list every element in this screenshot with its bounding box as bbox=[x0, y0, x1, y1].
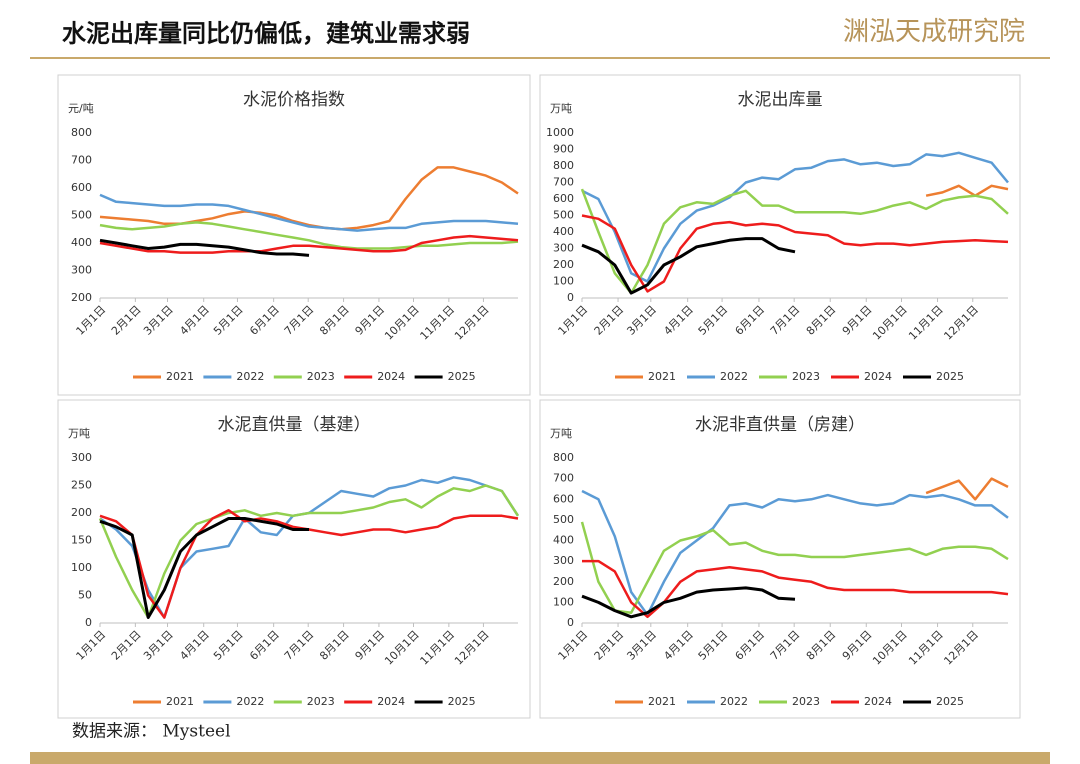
chart-title: 水泥价格指数 bbox=[243, 90, 345, 110]
chart-title: 水泥非直供量（房建） bbox=[695, 415, 865, 435]
legend-label: 2022 bbox=[236, 695, 264, 708]
y-tick-label: 400 bbox=[553, 534, 574, 547]
y-axis-label: 万吨 bbox=[68, 427, 90, 440]
series-line bbox=[99, 221, 519, 250]
legend-label: 2022 bbox=[236, 370, 264, 383]
chart-title: 水泥出库量 bbox=[738, 90, 823, 110]
series-line bbox=[99, 238, 310, 257]
series-line bbox=[98, 484, 520, 619]
y-tick-label: 150 bbox=[71, 534, 92, 547]
legend-label: 2024 bbox=[377, 370, 405, 383]
logo: 渊泓天成研究院 bbox=[843, 17, 1025, 47]
y-tick-label: 300 bbox=[553, 242, 574, 255]
series-line bbox=[925, 184, 1009, 197]
legend-label: 2025 bbox=[936, 370, 964, 383]
panel bbox=[57, 74, 531, 396]
legend-label: 2024 bbox=[864, 370, 892, 383]
series-line bbox=[581, 151, 1009, 283]
y-tick-label: 0 bbox=[567, 291, 574, 304]
y-axis-label: 万吨 bbox=[550, 427, 572, 440]
series-line bbox=[99, 517, 309, 619]
panel bbox=[57, 399, 531, 719]
legend-label: 2021 bbox=[166, 370, 194, 383]
legend-label: 2022 bbox=[720, 695, 748, 708]
panel bbox=[539, 399, 1021, 719]
legend-label: 2025 bbox=[448, 695, 476, 708]
legend-label: 2025 bbox=[936, 695, 964, 708]
series-line bbox=[581, 489, 1009, 617]
y-tick-label: 400 bbox=[553, 225, 574, 238]
legend-label: 2023 bbox=[307, 695, 335, 708]
y-tick-label: 800 bbox=[71, 126, 92, 139]
y-tick-label: 200 bbox=[71, 291, 92, 304]
header-rule bbox=[30, 57, 1050, 59]
legend-label: 2021 bbox=[648, 695, 676, 708]
legend-label: 2024 bbox=[864, 695, 892, 708]
series-line bbox=[581, 237, 796, 295]
series-line bbox=[581, 214, 1009, 293]
y-tick-label: 100 bbox=[553, 275, 574, 288]
y-tick-label: 0 bbox=[85, 616, 92, 629]
y-tick-label: 800 bbox=[553, 159, 574, 172]
y-tick-label: 500 bbox=[553, 513, 574, 526]
y-tick-label: 800 bbox=[553, 451, 574, 464]
y-tick-label: 50 bbox=[78, 589, 92, 602]
page-title: 水泥出库量同比仍偏低，建筑业需求弱 bbox=[62, 19, 470, 48]
y-tick-label: 250 bbox=[71, 479, 92, 492]
y-tick-label: 900 bbox=[553, 143, 574, 156]
y-tick-label: 200 bbox=[553, 575, 574, 588]
y-tick-label: 500 bbox=[553, 209, 574, 222]
y-tick-label: 100 bbox=[553, 595, 574, 608]
y-tick-label: 200 bbox=[553, 258, 574, 271]
y-tick-label: 600 bbox=[553, 492, 574, 505]
series-line bbox=[99, 234, 519, 254]
series-line bbox=[925, 477, 1009, 501]
y-tick-label: 300 bbox=[71, 264, 92, 277]
series-line bbox=[580, 521, 1009, 614]
footer-bar bbox=[30, 752, 1050, 764]
legend-label: 2023 bbox=[792, 695, 820, 708]
y-tick-label: 0 bbox=[567, 616, 574, 629]
y-tick-label: 600 bbox=[553, 192, 574, 205]
series-line bbox=[580, 188, 1009, 295]
series-line bbox=[581, 586, 796, 619]
y-tick-label: 100 bbox=[71, 561, 92, 574]
legend-label: 2021 bbox=[648, 370, 676, 383]
legend-label: 2021 bbox=[166, 695, 194, 708]
y-tick-label: 500 bbox=[71, 209, 92, 222]
panel bbox=[539, 74, 1021, 396]
chart-title: 水泥直供量（基建） bbox=[218, 415, 371, 435]
y-tick-label: 400 bbox=[71, 236, 92, 249]
legend-label: 2023 bbox=[307, 370, 335, 383]
legend-label: 2023 bbox=[792, 370, 820, 383]
y-tick-label: 600 bbox=[71, 181, 92, 194]
y-tick-label: 300 bbox=[553, 554, 574, 567]
y-tick-label: 700 bbox=[71, 154, 92, 167]
y-tick-label: 700 bbox=[553, 176, 574, 189]
y-axis-label: 万吨 bbox=[550, 102, 572, 115]
y-tick-label: 200 bbox=[71, 506, 92, 519]
legend-label: 2022 bbox=[720, 370, 748, 383]
y-tick-label: 1000 bbox=[546, 126, 574, 139]
y-tick-label: 700 bbox=[553, 472, 574, 485]
source: 数据来源： Mysteel bbox=[72, 722, 231, 742]
legend-label: 2025 bbox=[448, 370, 476, 383]
series-line bbox=[582, 559, 1009, 619]
series-line bbox=[99, 166, 519, 231]
y-tick-label: 300 bbox=[71, 451, 92, 464]
legend-label: 2024 bbox=[377, 695, 405, 708]
y-axis-label: 元/吨 bbox=[68, 102, 94, 115]
series-line bbox=[99, 193, 519, 232]
